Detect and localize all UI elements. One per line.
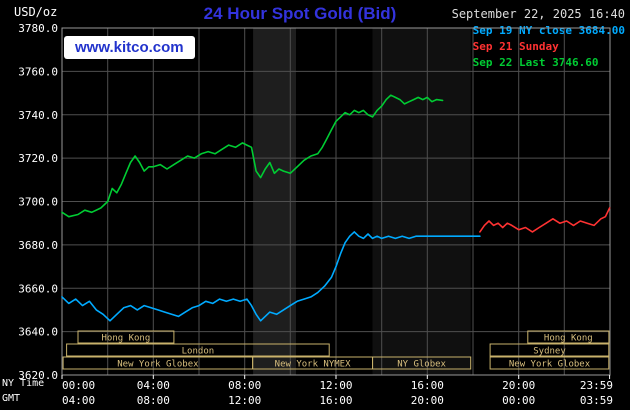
y-tick-label: 3780.0 [18,22,58,35]
kitco-logo-link[interactable]: www.kitco.com [64,36,195,59]
y-tick-label: 3740.0 [18,109,58,122]
market-session-box [372,356,472,370]
y-axis-units-label: USD/oz [14,5,58,19]
legend-label: Sep 19 NY close 3684.00 [472,24,625,37]
x-tick-label-ny: 08:00 [228,379,261,392]
x-tick-label-gmt: 04:00 [62,394,95,407]
market-session-label: New York Globex [509,360,591,370]
price-line-sep21 [479,207,611,233]
price-line-sep19 [61,231,481,322]
market-session-box [489,356,610,370]
x-tick-label-ny: 04:00 [137,379,170,392]
y-tick-label: 3760.0 [18,65,58,78]
x-tick-label-gmt: 03:59 [580,394,613,407]
market-session-box [489,343,610,357]
chart-title: 24 Hour Spot Gold (Bid) [203,4,397,23]
x-tick-label-ny: 16:00 [411,379,444,392]
y-tick-label: 3680.0 [18,239,58,252]
market-session-label: Sydney [533,347,566,357]
x-tick-label-ny: 00:00 [62,379,95,392]
x-tick-label-ny: 23:59 [580,379,613,392]
market-session-label: Hong Kong [102,334,151,344]
x-tick-label-gmt: 20:00 [411,394,444,407]
price-line-sep22 [61,94,444,218]
market-session-label: NY Globex [397,360,446,370]
x-tick-label-gmt: 12:00 [228,394,261,407]
x-tick-label-ny: 12:00 [319,379,352,392]
x-tick-label-gmt: 16:00 [319,394,352,407]
x-tick-label-ny: 20:00 [502,379,535,392]
y-tick-label: 3620.0 [18,369,58,382]
y-tick-label: 3720.0 [18,152,58,165]
ny-time-axis-label: NY Time [2,378,45,389]
legend-label: Sep 22 Last 3746.60 [472,56,599,69]
y-tick-label: 3660.0 [18,282,58,295]
market-session-box [527,330,610,344]
legend-label: Sep 21 Sunday [472,40,559,53]
market-session-box [77,330,175,344]
y-tick-label: 3700.0 [18,196,58,209]
market-session-label: New York NYMEX [275,360,351,370]
market-session-label: Hong Kong [544,334,593,344]
market-session-label: New York Globex [117,360,199,370]
y-tick-label: 3640.0 [18,326,58,339]
x-tick-label-gmt: 08:00 [137,394,170,407]
x-tick-label-gmt: 00:00 [502,394,535,407]
market-session-box [66,343,330,357]
gmt-axis-label: GMT [2,393,21,404]
chart-datetime: September 22, 2025 16:40 [451,7,625,21]
market-session-label: London [182,347,215,357]
